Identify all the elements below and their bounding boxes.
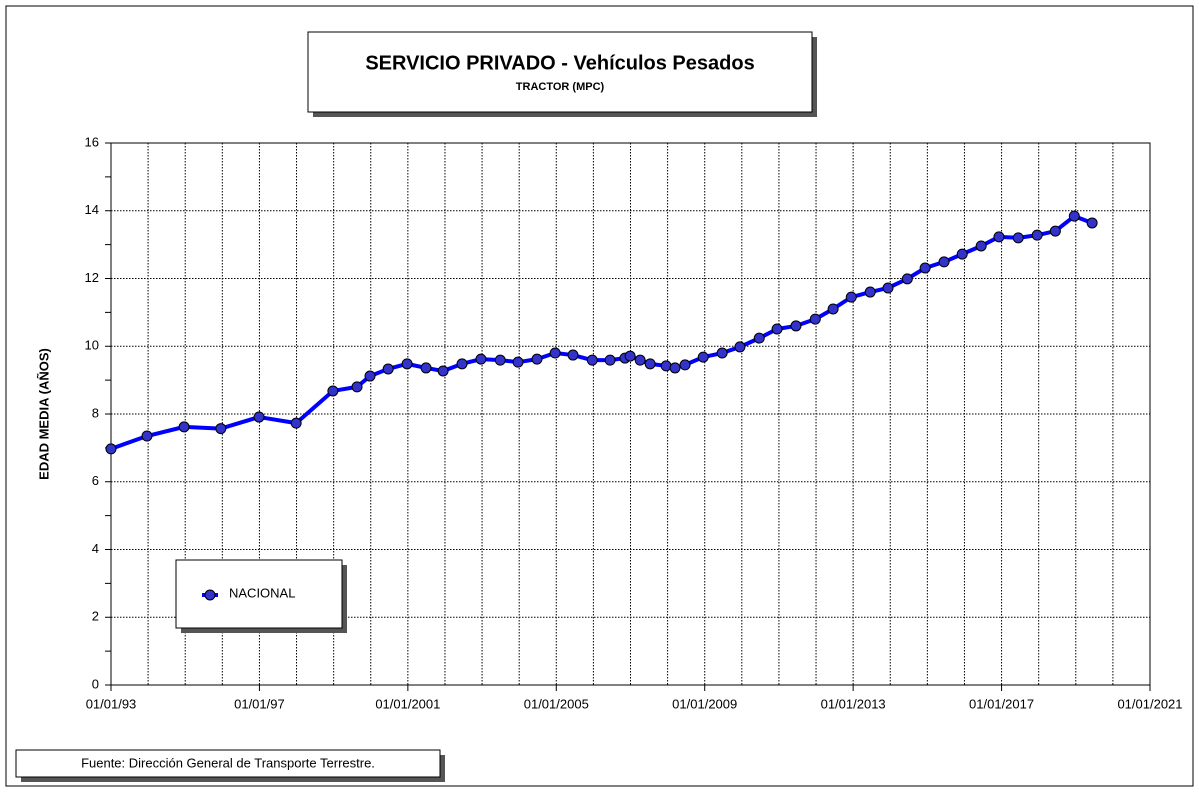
marker (845, 291, 857, 303)
marker (975, 240, 987, 252)
title-box (307, 31, 813, 113)
source: Fuente: Dirección General de Transporte … (81, 755, 375, 770)
marker (567, 349, 579, 361)
x-tick-label: 01/01/2009 (672, 696, 737, 711)
marker (644, 358, 656, 370)
x-tick-label: 01/01/93 (86, 696, 137, 711)
marker (475, 353, 487, 365)
y-tick-label: 0 (92, 676, 99, 691)
marker (1012, 232, 1024, 244)
marker (827, 303, 839, 315)
marker (494, 354, 506, 366)
marker (456, 358, 468, 370)
marker (734, 341, 746, 353)
y-tick-label: 10 (85, 338, 99, 353)
marker (382, 363, 394, 375)
marker (549, 347, 561, 359)
marker (938, 256, 950, 268)
marker (364, 370, 376, 382)
marker (141, 430, 153, 442)
y-tick-label: 6 (92, 473, 99, 488)
marker (401, 358, 413, 370)
marker (679, 359, 691, 371)
marker (290, 417, 302, 429)
marker (586, 354, 598, 366)
marker (512, 356, 524, 368)
marker (882, 282, 894, 294)
x-tick-label: 01/01/2013 (821, 696, 886, 711)
y-tick-label: 2 (92, 609, 99, 624)
y-tick-label: 4 (92, 541, 99, 556)
marker (864, 286, 876, 298)
marker (669, 362, 681, 374)
y-tick-label: 14 (85, 202, 99, 217)
marker (215, 423, 227, 435)
marker (1049, 225, 1061, 237)
marker (178, 421, 190, 433)
marker (771, 323, 783, 335)
marker (790, 320, 802, 332)
y-axis-label: EDAD MEDIA (AÑOS) (36, 348, 51, 480)
y-tick-label: 8 (92, 405, 99, 420)
chart-title: SERVICIO PRIVADO - Vehículos Pesados (365, 52, 754, 74)
marker (901, 273, 913, 285)
x-tick-label: 01/01/2001 (375, 696, 440, 711)
marker (753, 332, 765, 344)
y-tick-label: 12 (85, 270, 99, 285)
y-tick-label: 16 (85, 134, 99, 149)
marker (624, 350, 636, 362)
source-box (15, 749, 441, 778)
marker (716, 347, 728, 359)
marker (327, 385, 339, 397)
marker (634, 354, 646, 366)
chart-subtitle: TRACTOR (MPC) (516, 81, 605, 93)
marker (105, 443, 117, 455)
x-tick-label: 01/01/97 (234, 696, 285, 711)
marker (604, 354, 616, 366)
marker (531, 353, 543, 365)
marker (420, 362, 432, 374)
x-tick-label: 01/01/2017 (969, 696, 1034, 711)
legend-label: NACIONAL (229, 585, 295, 600)
marker (253, 411, 265, 423)
marker (351, 381, 363, 393)
legend-marker (204, 589, 216, 601)
marker (1068, 210, 1080, 222)
marker (697, 351, 709, 363)
marker (437, 365, 449, 377)
marker (956, 248, 968, 260)
x-tick-label: 01/01/2005 (524, 696, 589, 711)
marker (809, 313, 821, 325)
marker (1086, 217, 1098, 229)
marker (1031, 229, 1043, 241)
marker (919, 262, 931, 274)
marker (660, 360, 672, 372)
x-tick-label: 01/01/2021 (1117, 696, 1182, 711)
marker (993, 231, 1005, 243)
